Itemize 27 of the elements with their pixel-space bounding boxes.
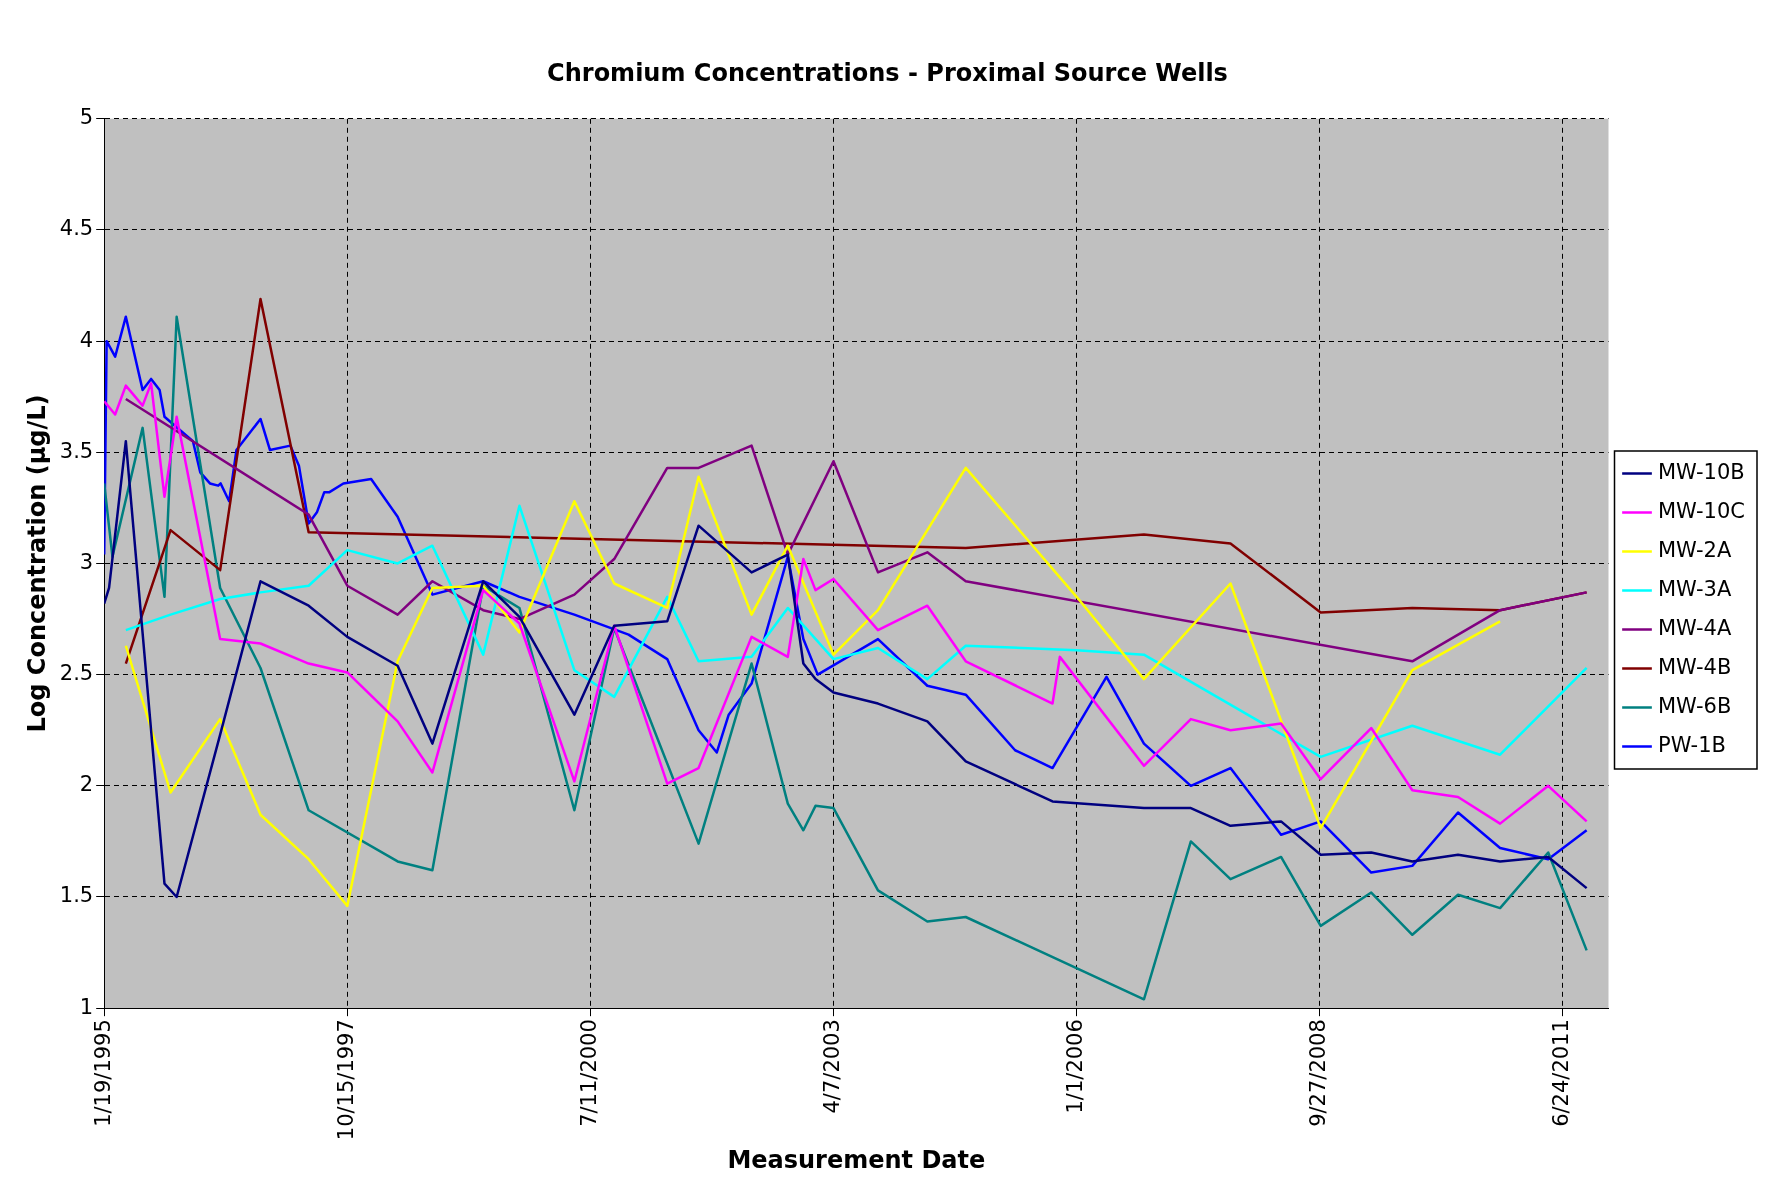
legend-label: PW-1B [1658, 732, 1726, 757]
y-tick-label: 2.5 [59, 661, 94, 686]
legend-label: MW-4B [1658, 654, 1732, 679]
x-tick-label: 4/7/2003 [819, 1019, 844, 1114]
x-tick-label: 1/19/1995 [90, 1019, 115, 1127]
y-axis-title: Log Concentration (µg/L) [22, 394, 51, 733]
legend-label: MW-2A [1658, 537, 1732, 562]
legend-label: MW-10C [1658, 498, 1746, 523]
x-tick-label: 9/27/2008 [1306, 1019, 1331, 1127]
legend-label: MW-4A [1658, 615, 1732, 640]
x-tick-label: 10/15/1997 [333, 1019, 358, 1141]
x-tick-label: 1/1/2006 [1063, 1019, 1088, 1114]
y-tick-label: 1 [79, 994, 94, 1019]
legend-label: MW-3A [1658, 576, 1732, 601]
y-tick-label: 4 [79, 327, 94, 352]
y-tick-label: 3 [79, 549, 94, 574]
y-tick-label: 3.5 [59, 438, 94, 463]
y-tick-label: 5 [79, 105, 94, 130]
x-tick-label: 6/24/2011 [1549, 1019, 1574, 1127]
y-tick-label: 4.5 [59, 216, 94, 241]
y-tick-label: 1.5 [59, 883, 94, 908]
x-tick-label: 7/11/2000 [576, 1019, 601, 1127]
chart-title: Chromium Concentrations - Proximal Source Wells [547, 58, 1228, 87]
legend-label: MW-6B [1658, 693, 1732, 718]
legend-label: MW-10B [1658, 459, 1745, 484]
x-axis-title: Measurement Date [727, 1145, 986, 1174]
y-tick-label: 2 [79, 772, 94, 797]
